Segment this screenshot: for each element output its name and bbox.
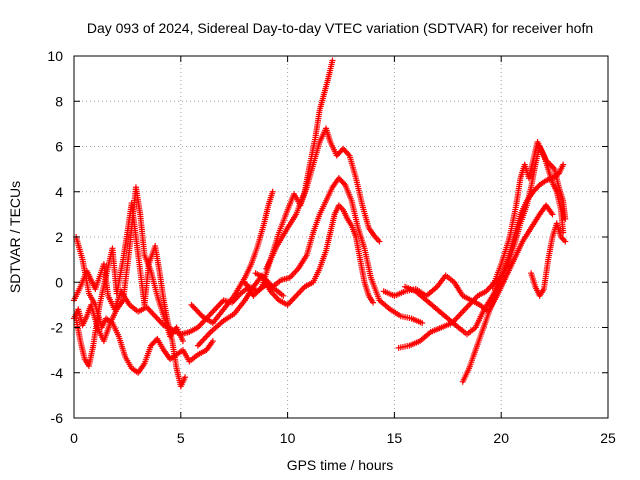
series-arc-f [194, 202, 377, 349]
x-tick-label: 20 [493, 430, 509, 446]
series-arc-e [188, 188, 276, 326]
x-tick-label: 10 [280, 430, 296, 446]
series-arc-b [73, 234, 216, 376]
x-tick-label: 15 [387, 430, 403, 446]
series-arc-l [395, 272, 507, 351]
chart-title: Day 093 of 2024, Sidereal Day-to-day VTE… [87, 20, 593, 36]
x-axis: 0 5 10 15 20 25 [70, 56, 616, 446]
x-tick-label: 5 [177, 430, 185, 446]
data-point [562, 238, 569, 245]
data-point [182, 374, 189, 381]
x-tick-label: 0 [70, 430, 78, 446]
y-tick-label: 8 [55, 93, 63, 109]
y-axis-label: SDTVAR / TECUs [7, 181, 23, 293]
y-tick-label: -2 [51, 320, 64, 336]
y-tick-label: 2 [55, 229, 63, 245]
data-point [370, 299, 377, 306]
series-arc-m [459, 143, 567, 385]
data-point [269, 188, 276, 195]
data-point [376, 238, 383, 245]
y-tick-label: -6 [51, 410, 64, 426]
data-point [340, 180, 347, 187]
series-arc-d [71, 184, 186, 345]
data-point [329, 57, 336, 64]
y-tick-label: -4 [51, 365, 64, 381]
series-arc-i [263, 57, 336, 272]
data-point [280, 292, 287, 299]
grid-lines [74, 56, 608, 418]
y-tick-label: 0 [55, 274, 63, 290]
y-tick-label: 6 [55, 139, 63, 155]
series-arc-k [402, 161, 567, 338]
data-point [179, 338, 186, 345]
series-arc-g [252, 175, 426, 326]
series-arc-a [71, 261, 287, 338]
series-arc-j [380, 202, 556, 315]
y-axis: -6 -4 -2 0 2 4 6 8 10 [47, 48, 608, 426]
data-point [549, 211, 556, 218]
x-tick-label: 25 [600, 430, 616, 446]
series-arc-o [528, 220, 569, 299]
y-tick-label: 4 [55, 184, 63, 200]
data-point [562, 215, 569, 222]
data-points [71, 57, 569, 390]
y-tick-label: 10 [47, 48, 63, 64]
series-arc-c [73, 200, 189, 390]
data-point [560, 161, 567, 168]
series-arc-n [489, 138, 569, 290]
data-point [419, 319, 426, 326]
x-axis-label: GPS time / hours [287, 457, 394, 473]
data-point [209, 338, 216, 345]
data-point [345, 151, 352, 158]
